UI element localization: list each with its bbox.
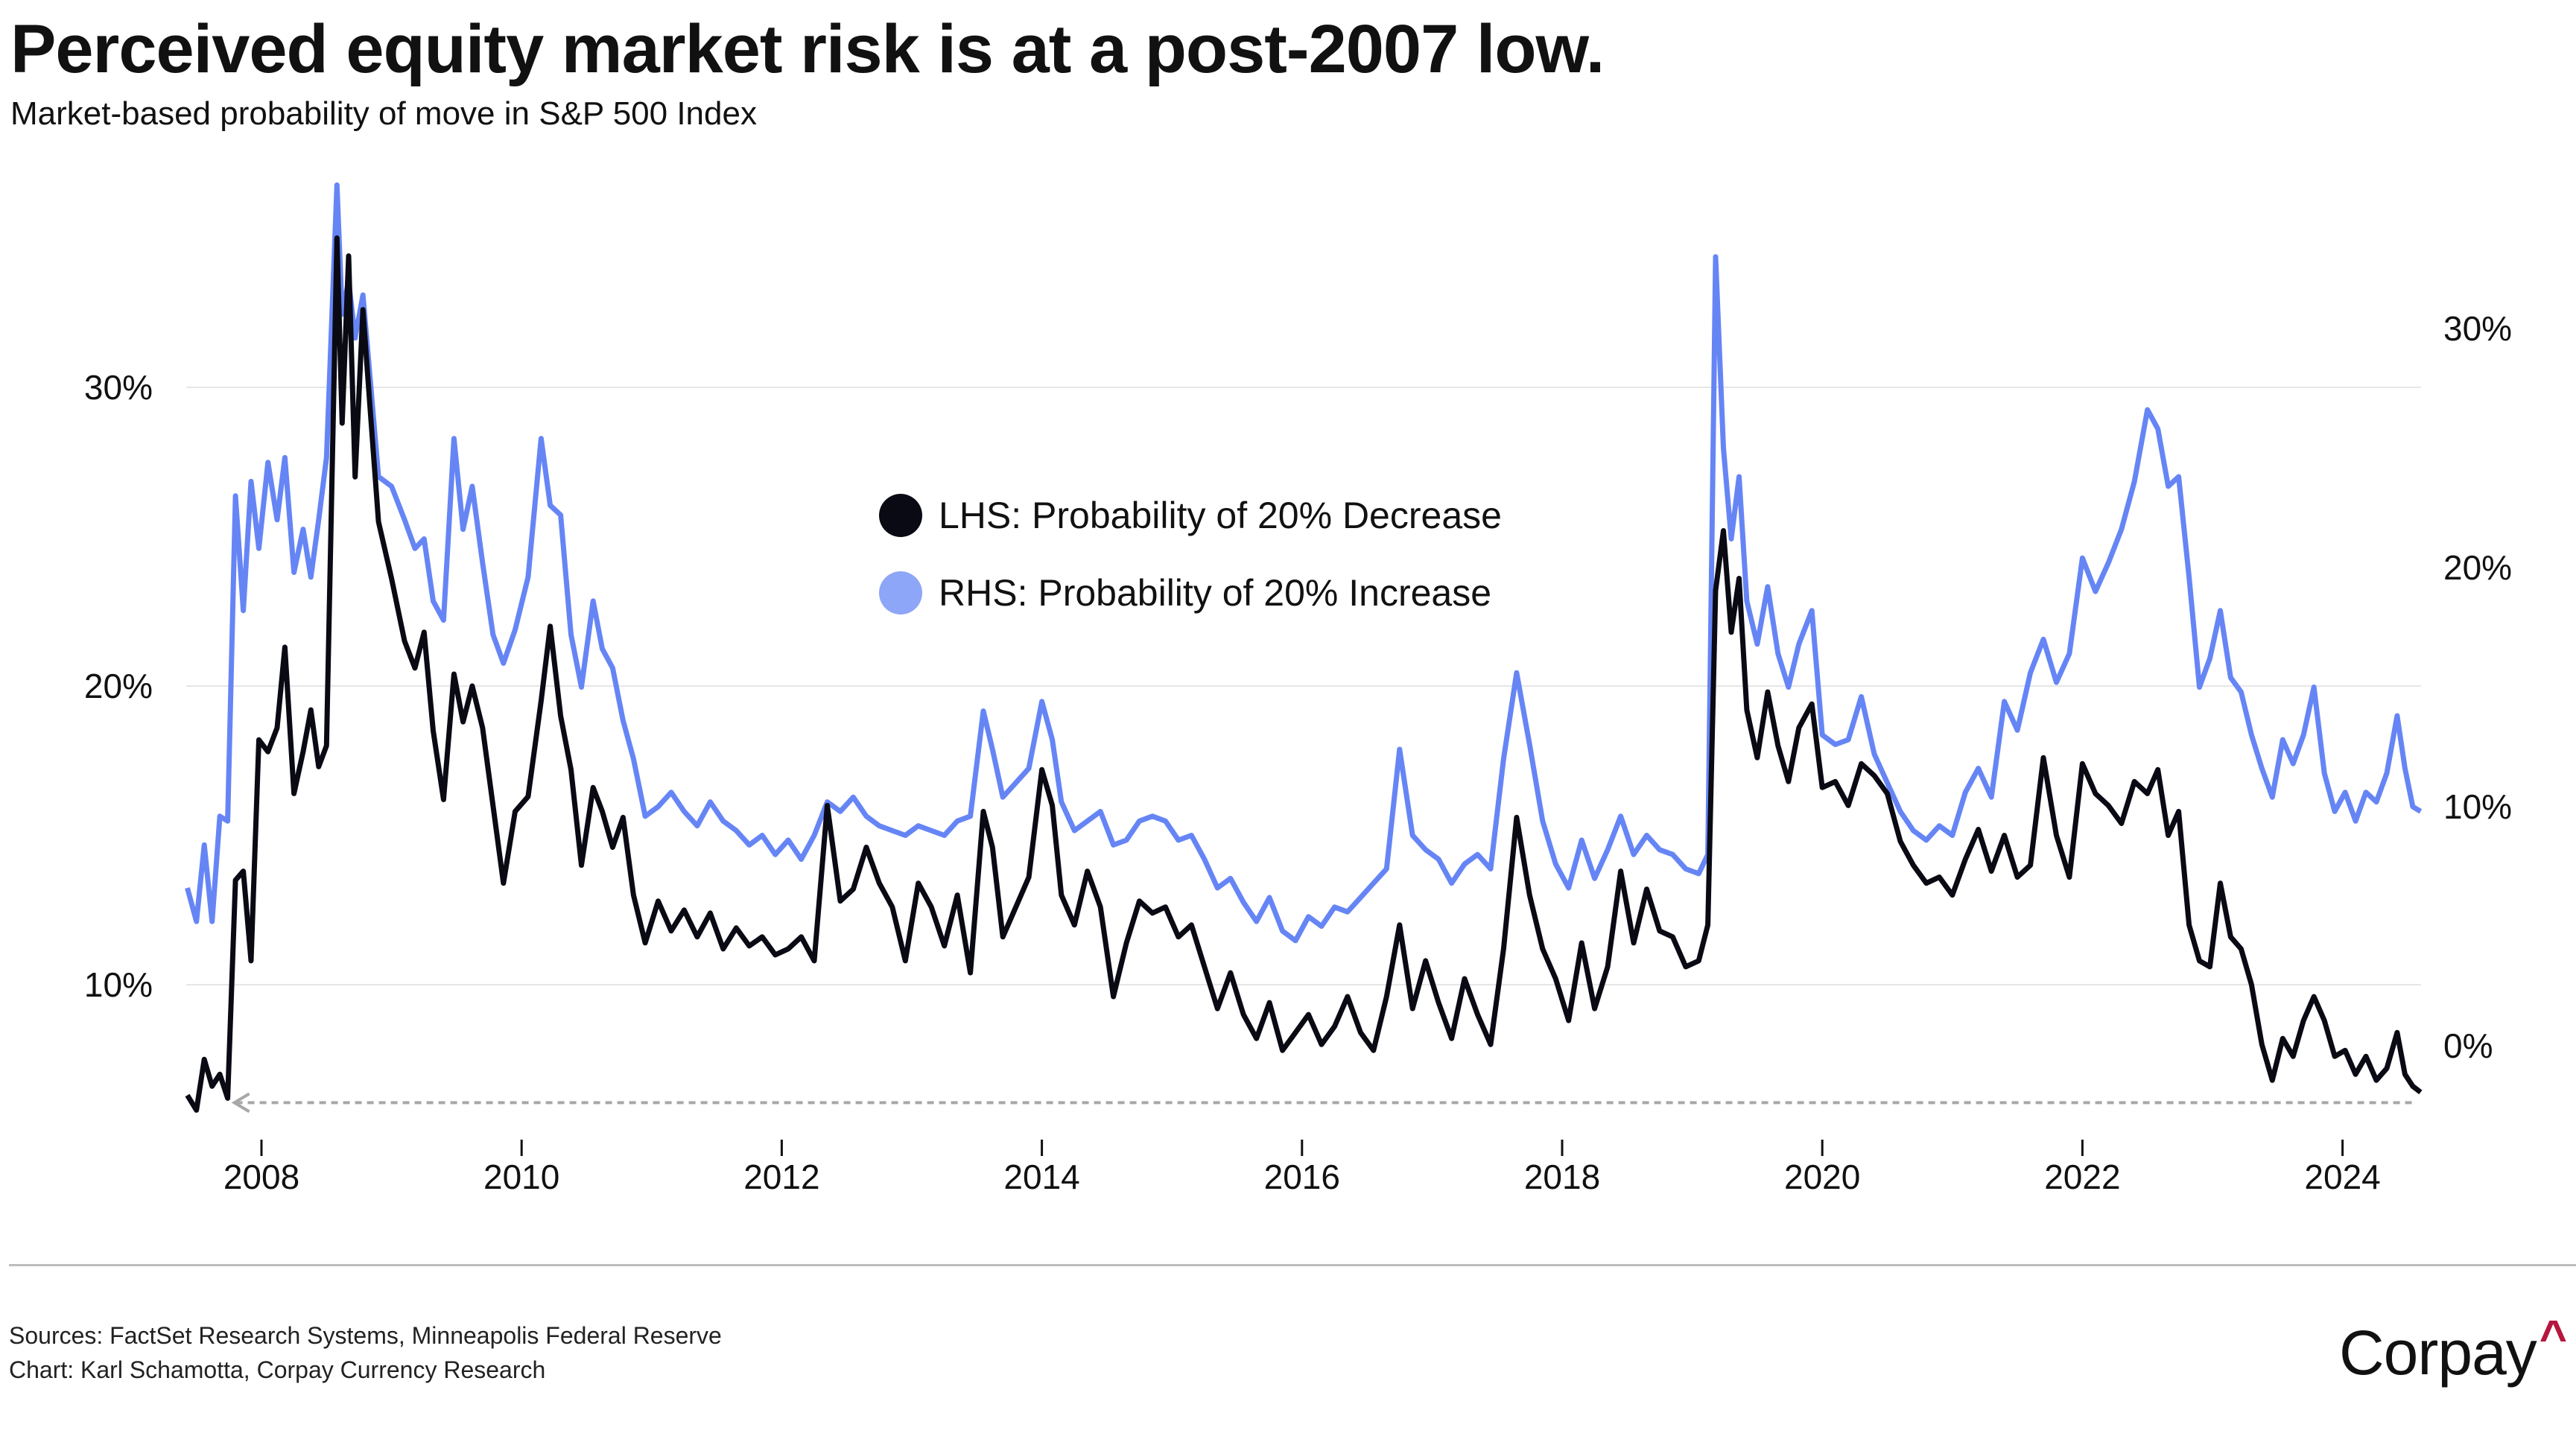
x-tick-label: 2014 (1003, 1158, 1079, 1196)
series-line-rhs-increase (185, 182, 2423, 944)
left-tick-label: 10% (84, 965, 153, 1004)
arrow-left-icon (231, 1092, 250, 1114)
corpay-logo: Corpay^ (2339, 1310, 2567, 1389)
x-tick-label: 2012 (743, 1158, 819, 1196)
footer-credits: Sources: FactSet Research Systems, Minne… (9, 1318, 722, 1387)
x-axis: 2008 2010 2012 2014 2016 2018 2020 2022 2024 (223, 1140, 2381, 1196)
footer-divider (9, 1264, 2576, 1266)
sources-text: Sources: FactSet Research Systems, Minne… (9, 1322, 722, 1349)
x-tick-label: 2008 (223, 1158, 299, 1196)
chart-title: Perceived equity market risk is at a pos… (10, 11, 1605, 87)
right-tick-label: 10% (2443, 787, 2512, 826)
left-tick-label: 30% (84, 368, 153, 407)
left-tick-label: 20% (84, 667, 153, 705)
legend: LHS: Probability of 20% Decrease RHS: Pr… (879, 477, 1502, 632)
right-tick-label: 30% (2443, 309, 2512, 348)
legend-swatch-lhs (879, 494, 922, 537)
chart-subtitle: Market-based probability of move in S&P … (10, 95, 757, 132)
left-axis: 10% 20% 30% (84, 368, 153, 1004)
series-line-lhs-decrease (185, 235, 2423, 1113)
series-lines (185, 182, 2423, 1113)
logo-text: Corpay (2339, 1318, 2537, 1388)
reference-arrow (231, 1092, 2414, 1114)
legend-label-lhs: LHS: Probability of 20% Decrease (939, 495, 1502, 536)
legend-label-rhs: RHS: Probability of 20% Increase (939, 572, 1492, 614)
x-tick-label: 2020 (1784, 1158, 1860, 1196)
legend-item-rhs: RHS: Probability of 20% Increase (879, 554, 1502, 632)
x-tick-label: 2024 (2304, 1158, 2380, 1196)
chart-credit-text: Chart: Karl Schamotta, Corpay Currency R… (9, 1356, 546, 1383)
legend-swatch-rhs (879, 571, 922, 615)
x-tick-label: 2018 (1524, 1158, 1600, 1196)
x-tick-label: 2016 (1264, 1158, 1340, 1196)
right-axis: 0% 10% 20% 30% (2443, 309, 2512, 1065)
legend-item-lhs: LHS: Probability of 20% Decrease (879, 477, 1502, 554)
x-tick-label: 2010 (483, 1158, 559, 1196)
right-tick-label: 20% (2443, 548, 2512, 587)
x-tick-label: 2022 (2044, 1158, 2120, 1196)
line-chart: 10%20%30% 0%10%20%30% 2008 2010 2012 2014 20… (84, 182, 2512, 1196)
logo-caret-icon: ^ (2539, 1310, 2567, 1364)
right-tick-label: 0% (2443, 1026, 2493, 1065)
